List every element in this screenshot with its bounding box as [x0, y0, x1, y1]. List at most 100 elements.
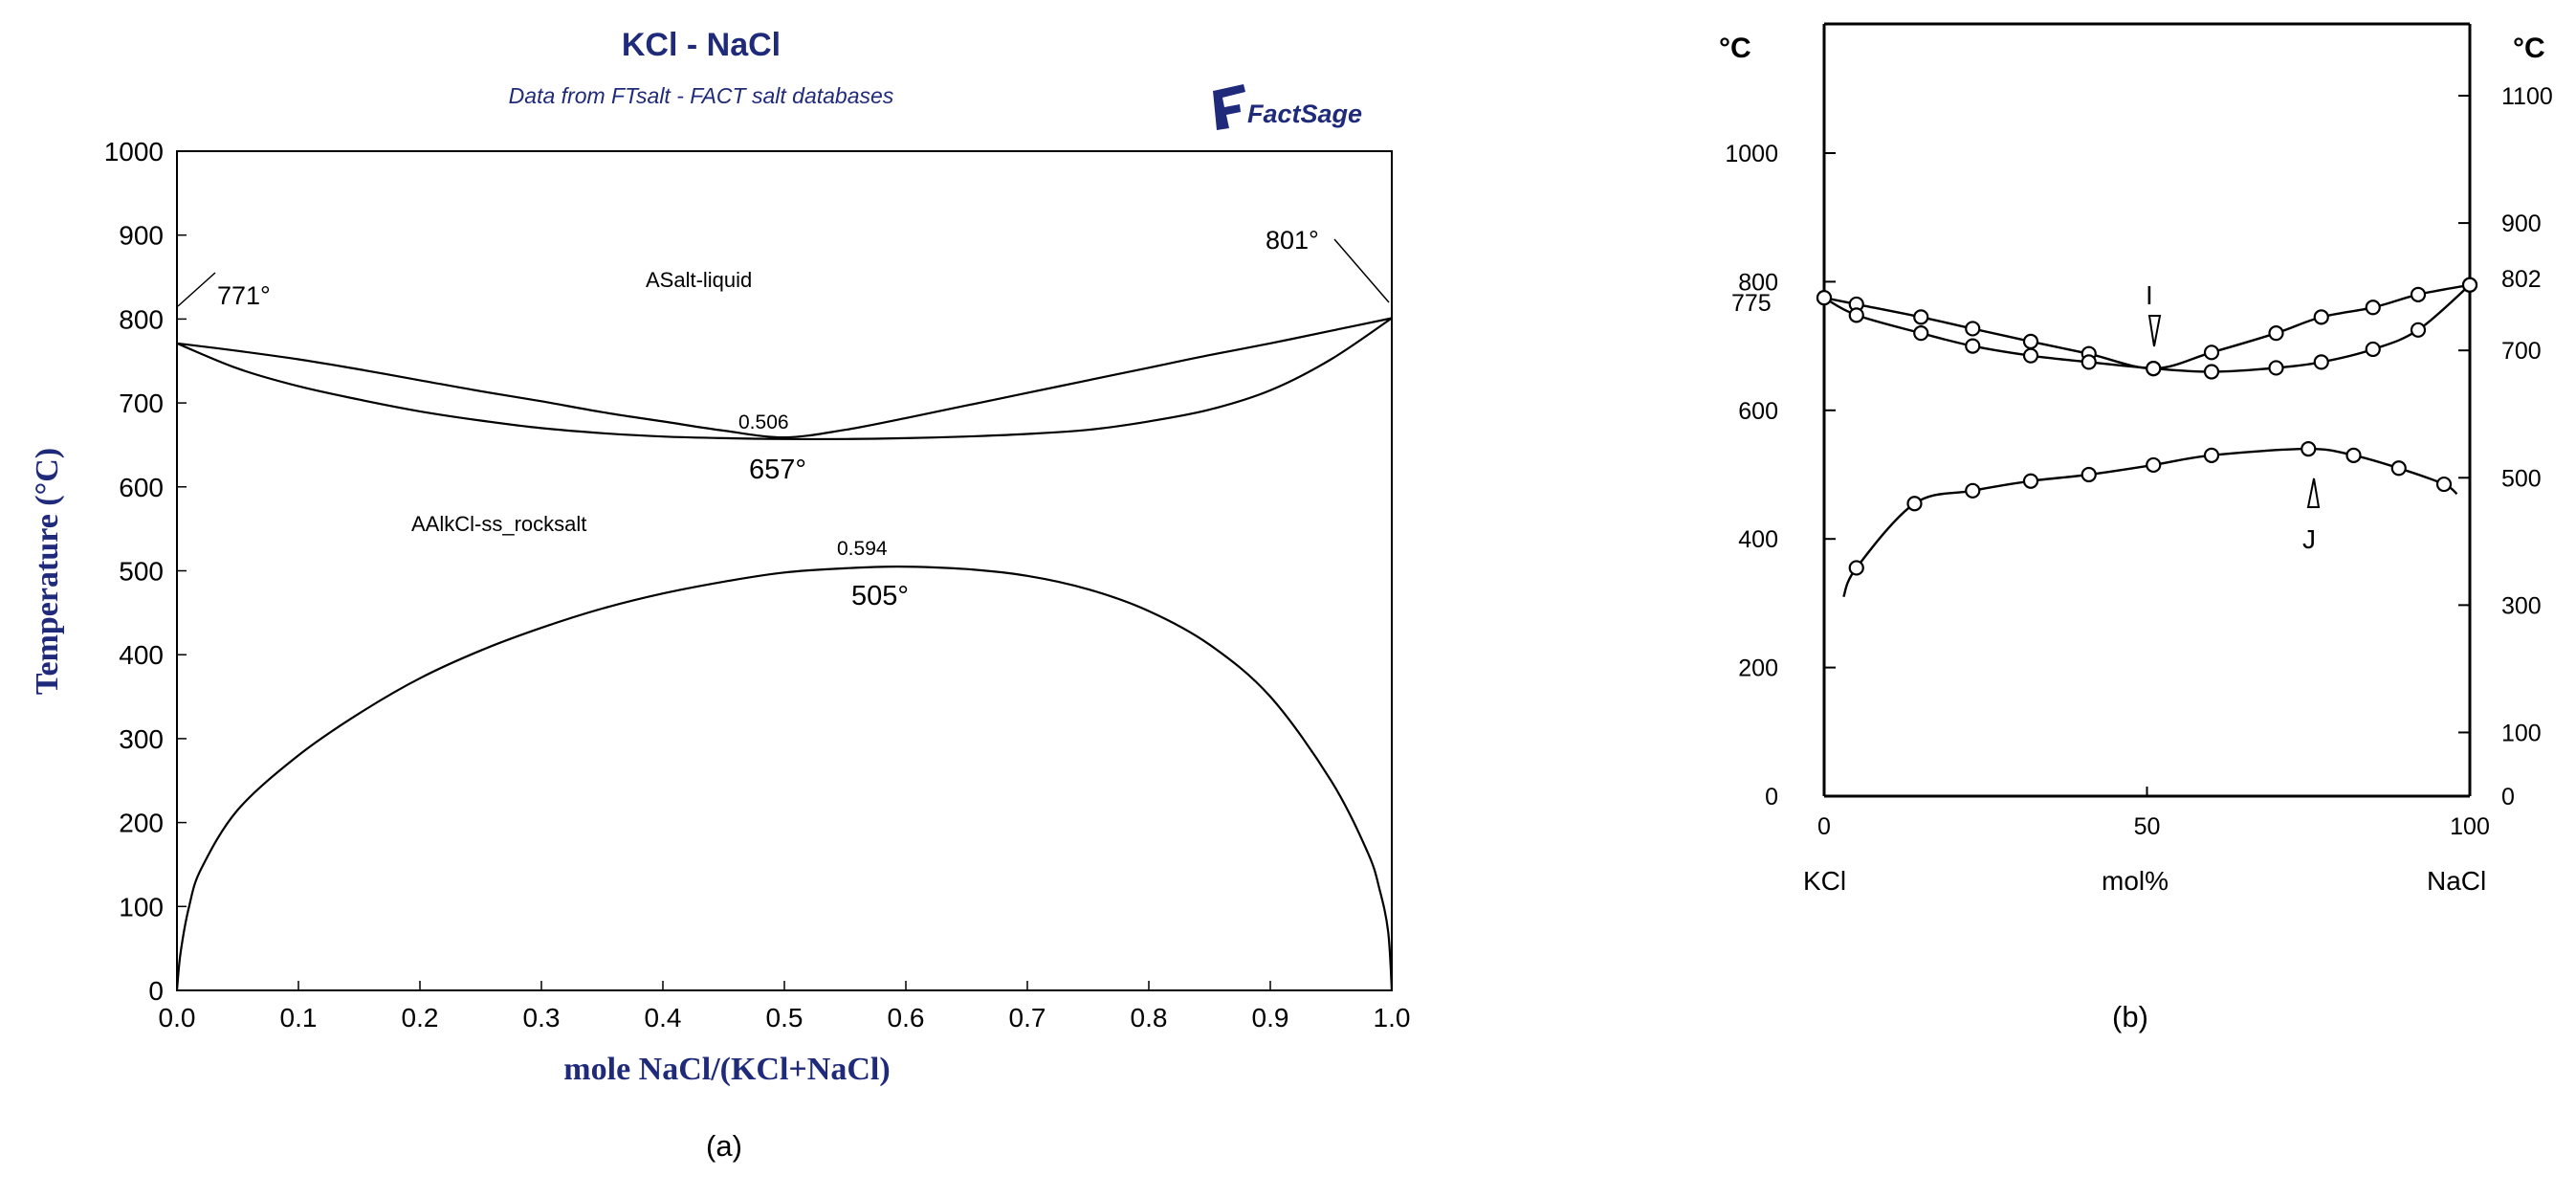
- marker-i-arrow: [2147, 315, 2162, 347]
- panel-a-y-axis-label: Temperature (°C): [30, 448, 65, 695]
- data-point: [2203, 344, 2220, 361]
- gap-max-t-label: 505°: [851, 581, 909, 611]
- panel-a: KCl - NaCl Data from FTsalt - FACT salt …: [30, 27, 1410, 1163]
- data-point: [1965, 338, 1981, 354]
- x-tick-label: 0.0: [159, 1003, 196, 1032]
- data-point: [1965, 482, 1981, 499]
- right-tick-label: 700: [2501, 338, 2542, 365]
- y-tick-label: 600: [119, 473, 164, 502]
- data-point: [1913, 325, 1929, 342]
- liquidus-min-t-label: 657°: [749, 455, 806, 485]
- kcl-melt-label: 771°: [217, 281, 271, 310]
- logo-text: FactSage: [1247, 100, 1362, 128]
- b-x-tick-label: 0: [1817, 813, 1831, 840]
- data-point: [2435, 476, 2453, 493]
- left-tick-label: 800: [1738, 269, 1778, 296]
- solidus-curve: [176, 317, 1393, 441]
- data-point: [2313, 309, 2329, 325]
- panel-a-curves: [175, 317, 1394, 991]
- data-point: [2313, 354, 2329, 370]
- data-point: [1848, 307, 1864, 323]
- data-point: [2461, 277, 2478, 293]
- x-tick-label: 0.2: [402, 1003, 439, 1032]
- factsage-logo: FactSage: [1213, 84, 1362, 130]
- kcl-melt-leader: [177, 272, 216, 307]
- data-point: [2390, 460, 2407, 477]
- data-point: [2410, 286, 2427, 302]
- nacl-melt-leader: [1333, 238, 1390, 303]
- y-tick-label: 700: [119, 389, 164, 418]
- panel-a-caption: (a): [706, 1129, 742, 1163]
- panel-b-caption: (b): [2112, 1000, 2148, 1033]
- y-tick-label: 500: [119, 557, 164, 587]
- y-tick-label: 300: [119, 724, 164, 754]
- data-point: [2146, 456, 2162, 474]
- marker-i-label: I: [2146, 280, 2153, 310]
- x-tick-label: 0.3: [523, 1003, 561, 1032]
- data-point: [2081, 466, 2097, 483]
- panel-b-right-ticks: 0 100 300 500 700 900 1100: [2458, 83, 2553, 810]
- y-tick-label: 400: [119, 640, 164, 670]
- panel-b-x-ticks: 0 50 100: [1817, 787, 2490, 840]
- right-tick-label: 900: [2501, 211, 2542, 237]
- right-tick-label: 500: [2501, 465, 2542, 492]
- x-tick-label: 0.6: [888, 1003, 925, 1032]
- left-tick-label: 200: [1738, 655, 1778, 682]
- panel-a-y-ticks: 0 100 200 300 400 500 600 700 800 900 1000: [104, 137, 187, 1006]
- miscibility-gap-curve: [175, 565, 1394, 991]
- y-tick-label: 900: [119, 221, 164, 251]
- panel-b-right-unit: °C: [2513, 33, 2545, 64]
- data-point: [2081, 354, 2097, 370]
- panel-b-left-unit: °C: [1719, 33, 1751, 64]
- data-point: [2022, 473, 2039, 489]
- data-point: [2146, 361, 2162, 377]
- data-point: [2022, 347, 2039, 364]
- left-tick-label: 0: [1765, 784, 1778, 810]
- data-point: [2301, 441, 2317, 457]
- data-point: [1848, 560, 1864, 576]
- marker-j-arrow: [2306, 477, 2321, 508]
- y-tick-label: 200: [119, 809, 164, 838]
- solid-region-label: AAlkCl-ss_rocksalt: [411, 512, 586, 536]
- x-tick-label: 0.7: [1009, 1003, 1046, 1032]
- y-tick-label: 800: [119, 304, 164, 334]
- b-x-tick-label: 100: [2450, 813, 2490, 840]
- right-tick-label: 1100: [2501, 83, 2553, 110]
- x-tick-label: 0.9: [1252, 1003, 1289, 1032]
- x-tick-label: 0.8: [1131, 1003, 1168, 1032]
- x-axis-label-b: mol%: [2102, 866, 2169, 896]
- data-point: [2203, 364, 2220, 380]
- liquidus-min-x-label: 0.506: [738, 411, 789, 433]
- panel-a-title: KCl - NaCl: [622, 27, 781, 63]
- data-point: [1816, 290, 1833, 306]
- data-point: [2345, 447, 2362, 463]
- y-tick-label: 0: [148, 976, 164, 1006]
- data-point: [2410, 322, 2427, 338]
- data-point: [2268, 360, 2284, 376]
- x-kcl-label: KCl: [1803, 866, 1846, 896]
- data-point: [2268, 325, 2284, 342]
- data-point: [1906, 496, 1923, 512]
- marker-j-label: J: [2302, 524, 2316, 554]
- data-point: [1965, 321, 1981, 337]
- x-nacl-label: NaCl: [2427, 866, 2486, 896]
- data-point: [2365, 341, 2381, 358]
- right-tick-label: 300: [2501, 592, 2542, 619]
- panel-b-curves: [1816, 277, 2478, 598]
- left-775-label: 775: [1731, 290, 1772, 317]
- data-point: [2365, 300, 2381, 316]
- right-802-label: 802: [2501, 266, 2542, 293]
- panel-a-plot-area: [176, 150, 1393, 991]
- nacl-melt-label: 801°: [1266, 226, 1319, 255]
- gap-max-x-label: 0.594: [837, 538, 888, 560]
- right-tick-label: 100: [2501, 720, 2542, 746]
- y-tick-label: 1000: [104, 137, 164, 167]
- y-tick-label: 100: [119, 892, 164, 921]
- data-point: [1913, 309, 1929, 325]
- x-tick-label: 0.5: [766, 1003, 804, 1032]
- panel-a-subtitle: Data from FTsalt - FACT salt databases: [509, 83, 894, 108]
- panel-a-x-axis-label: mole NaCl/(KCl+NaCl): [563, 1052, 890, 1087]
- x-tick-label: 1.0: [1374, 1003, 1411, 1032]
